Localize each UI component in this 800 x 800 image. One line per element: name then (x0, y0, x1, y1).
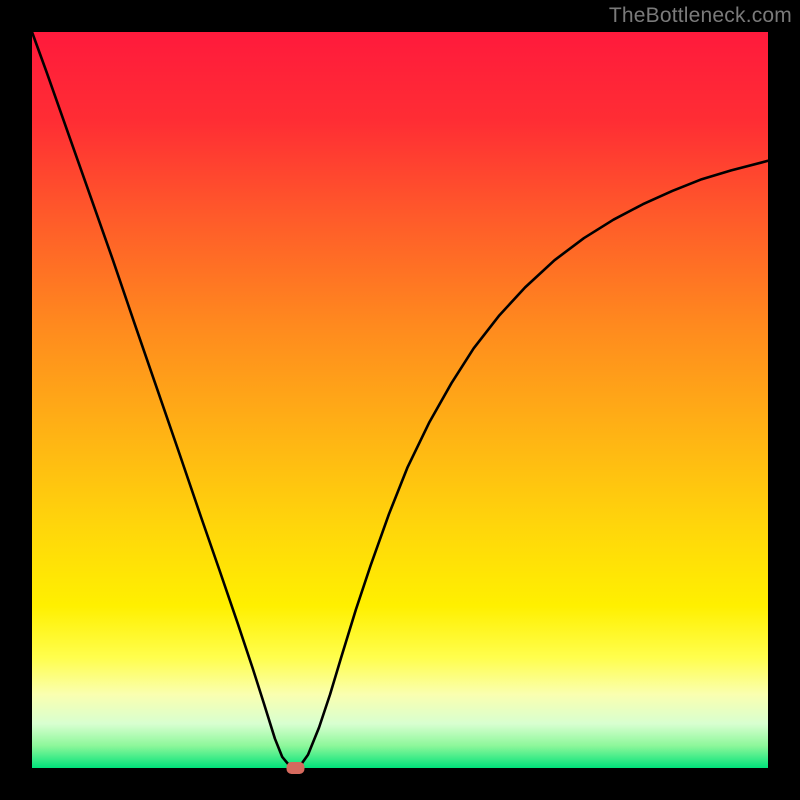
min-marker (286, 762, 304, 774)
plot-area-gradient (32, 32, 768, 768)
watermark-text: TheBottleneck.com (609, 4, 792, 28)
chart-svg (0, 0, 800, 800)
bottleneck-chart: TheBottleneck.com (0, 0, 800, 800)
